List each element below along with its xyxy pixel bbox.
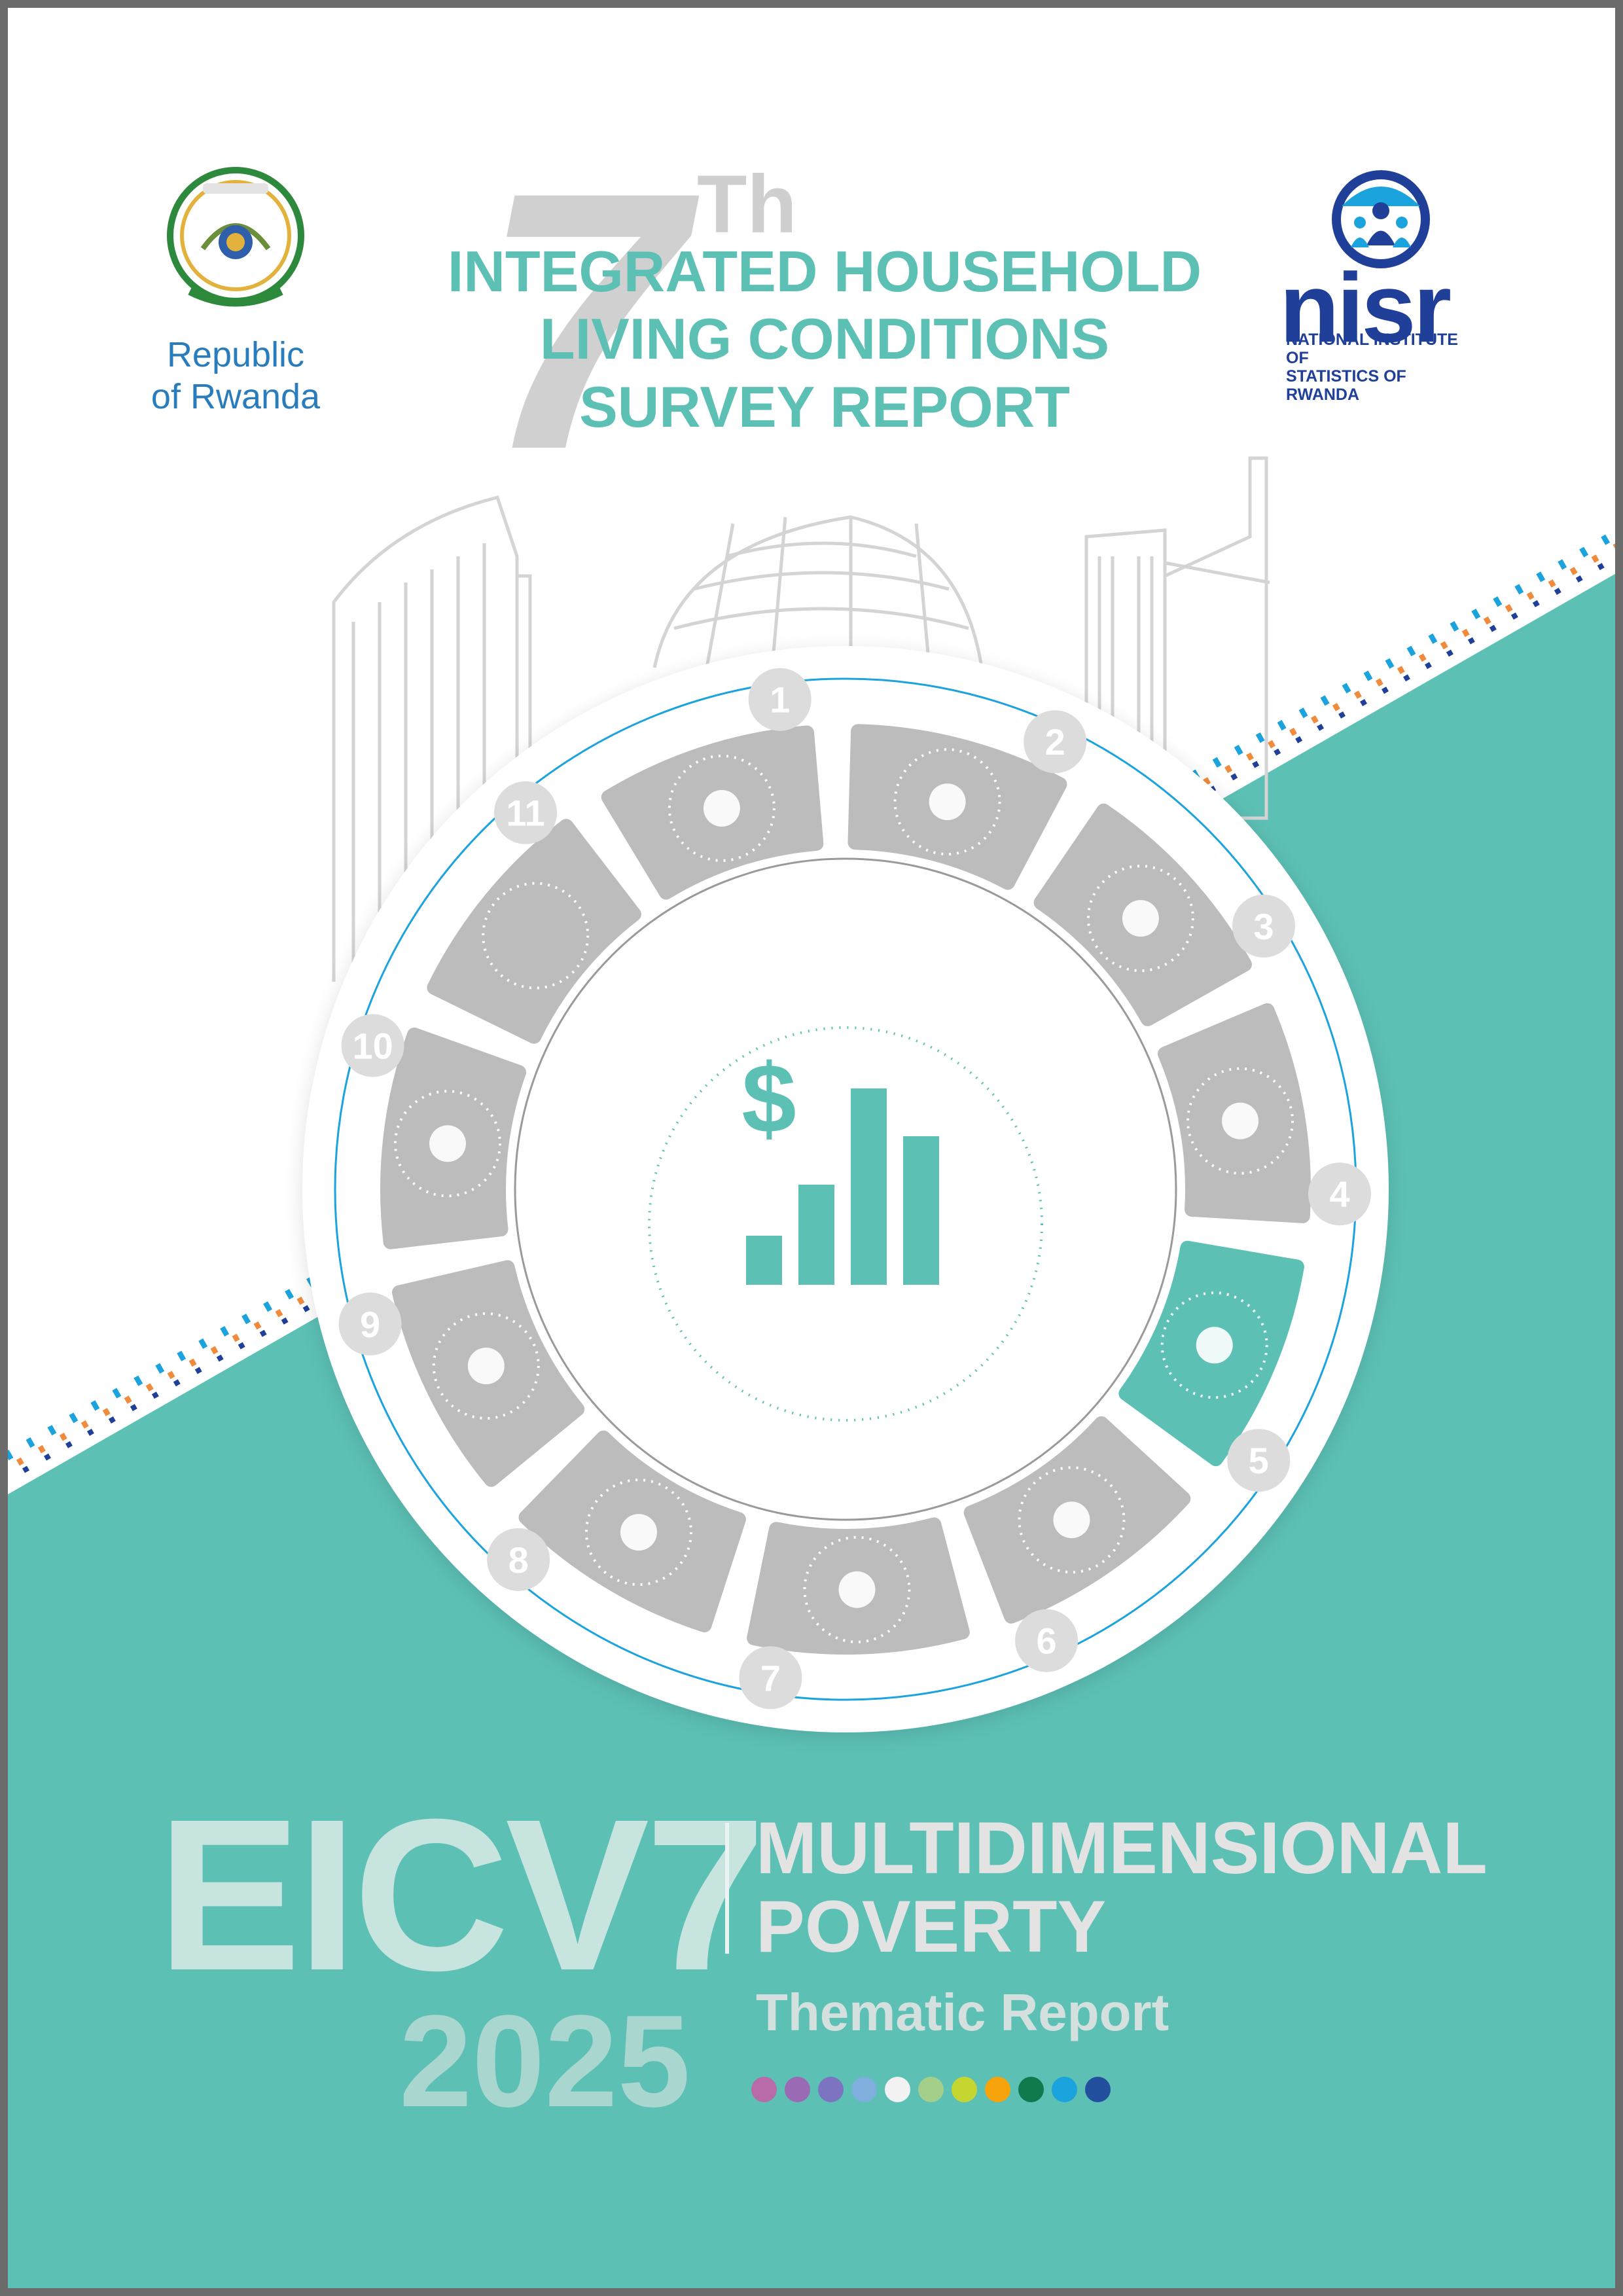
child-ball-icon — [432, 1312, 540, 1420]
money-bar-chart-icon — [1160, 1291, 1268, 1399]
wheat-icon-glyph — [1053, 1501, 1090, 1539]
topic-line-1: MULTIDIMENSIONAL — [756, 1807, 1488, 1889]
color-dot-7 — [952, 2077, 977, 2102]
segment-shape — [427, 819, 641, 1044]
segment-badge — [1227, 1429, 1291, 1492]
topic-line-2: POVERTY — [756, 1886, 1107, 1967]
color-dot-8 — [985, 2077, 1010, 2102]
title-line-2: LIVING CONDITIONS — [539, 306, 1110, 371]
nisr-subtitle-line1: NATIONAL INSTITUTE OF — [1286, 331, 1458, 367]
empty-circle-icon — [482, 882, 590, 990]
segment-badge — [1015, 1609, 1079, 1672]
segment-number: 2 — [1045, 721, 1065, 762]
hammer-bricks-icon-glyph — [838, 1571, 876, 1608]
wheel-segment-9: 9 — [338, 1260, 585, 1487]
money-bar-chart-icon-glyph — [1196, 1327, 1233, 1364]
segment-badge — [748, 668, 812, 731]
segment-badge — [1232, 894, 1296, 958]
republic-of-rwanda-label: Republic of Rwanda — [118, 334, 353, 418]
center-bar-3 — [851, 1088, 887, 1285]
color-dot-11 — [1085, 2077, 1111, 2102]
book-icon-glyph — [703, 789, 740, 827]
survey-year: 2025 — [399, 1988, 690, 2134]
wheel-segment-7: 7 — [739, 1517, 970, 1710]
segment-number: 1 — [770, 679, 790, 721]
color-dot-4 — [851, 2077, 877, 2102]
wheat-icon — [1018, 1466, 1126, 1574]
parent-child-icon-glyph — [1222, 1102, 1259, 1139]
wheel-segment-4: 4 — [1157, 1003, 1371, 1226]
segment-badge — [494, 781, 558, 844]
color-dots — [751, 2077, 1111, 2103]
wheel-segment-8: 8 — [487, 1430, 746, 1633]
segment-number: 6 — [1037, 1621, 1057, 1662]
color-dot-3 — [818, 2077, 844, 2102]
no-money-icon-glyph — [429, 1125, 466, 1162]
segment-badge — [338, 1292, 402, 1355]
segment-badge — [739, 1646, 802, 1710]
edition-suffix: Th — [697, 159, 797, 250]
title-line-1: INTEGRATED HOUSEHOLD — [447, 239, 1202, 304]
no-money-icon — [393, 1090, 501, 1198]
wheel-segment-6: 6 — [963, 1416, 1191, 1672]
segment-number: 10 — [352, 1025, 393, 1066]
segment-number: 11 — [506, 793, 544, 834]
title-divider — [725, 1823, 729, 1954]
edition-number: 7 — [481, 116, 685, 526]
wheel-segment-3: 3 — [1033, 803, 1296, 1026]
wheel-segment-1: 1 — [601, 668, 824, 900]
survey-code: EICV7 — [157, 1774, 766, 2015]
man-woman-icon — [1086, 865, 1194, 973]
wheel-inner-ring — [514, 857, 1177, 1521]
segment-number: 8 — [508, 1539, 529, 1581]
center-money-chart-icon: $ — [741, 1043, 939, 1285]
nisr-subtitle: NATIONAL INSTITUTE OF STATISTICS OF RWAN… — [1286, 331, 1482, 404]
book-icon — [668, 754, 776, 862]
segment-number: 5 — [1249, 1440, 1269, 1481]
wheel-segment-10: 10 — [341, 1014, 527, 1249]
fuel-pump-icon-glyph — [929, 783, 966, 821]
color-dot-5 — [885, 2077, 910, 2102]
fuel-pump-icon — [893, 748, 1001, 856]
pattern-band-blue — [4, 529, 1619, 1461]
child-ball-icon-glyph — [467, 1348, 505, 1385]
wheel-segment-2: 2 — [847, 710, 1087, 890]
color-dot-9 — [1018, 2077, 1044, 2102]
report-subtitle: Thematic Report — [756, 1983, 1169, 2041]
nisr-wordmark: nisr — [1279, 253, 1452, 363]
segment-number: 9 — [360, 1304, 380, 1345]
center-circle — [648, 1026, 1043, 1422]
segment-number: 7 — [760, 1657, 781, 1698]
nisr-subtitle-line2: STATISTICS OF RWANDA — [1286, 367, 1406, 404]
segment-badge — [487, 1528, 550, 1591]
tap-hand-icon — [584, 1479, 692, 1587]
rwanda-coat-of-arms-icon — [167, 167, 304, 307]
tap-hand-icon-glyph — [620, 1514, 657, 1551]
center-dollar-glyph: $ — [741, 1043, 796, 1153]
rwanda-label-line2: of Rwanda — [151, 377, 321, 416]
man-woman-icon-glyph — [1122, 900, 1159, 937]
wheel-segment-11: 11 — [427, 781, 641, 1044]
segment-badge — [1024, 710, 1087, 774]
center-bar-4 — [903, 1136, 939, 1285]
segment-badge — [1308, 1162, 1371, 1226]
parent-child-icon — [1186, 1067, 1294, 1175]
rwanda-label-line1: Republic — [166, 335, 305, 374]
segment-badge — [341, 1014, 404, 1077]
color-dot-6 — [918, 2077, 944, 2102]
center-bar-1 — [746, 1236, 782, 1285]
color-dot-10 — [1052, 2077, 1077, 2102]
title-line-3: SURVEY REPORT — [579, 374, 1070, 439]
color-dot-1 — [751, 2077, 777, 2102]
nisr-people-icon — [1332, 170, 1430, 268]
center-bar-2 — [798, 1185, 834, 1285]
wheel-segment-5: 5 — [1118, 1240, 1304, 1492]
color-dot-2 — [785, 2077, 810, 2102]
hammer-bricks-icon — [803, 1535, 911, 1643]
segment-number: 4 — [1329, 1174, 1349, 1215]
segment-number: 3 — [1253, 906, 1274, 947]
